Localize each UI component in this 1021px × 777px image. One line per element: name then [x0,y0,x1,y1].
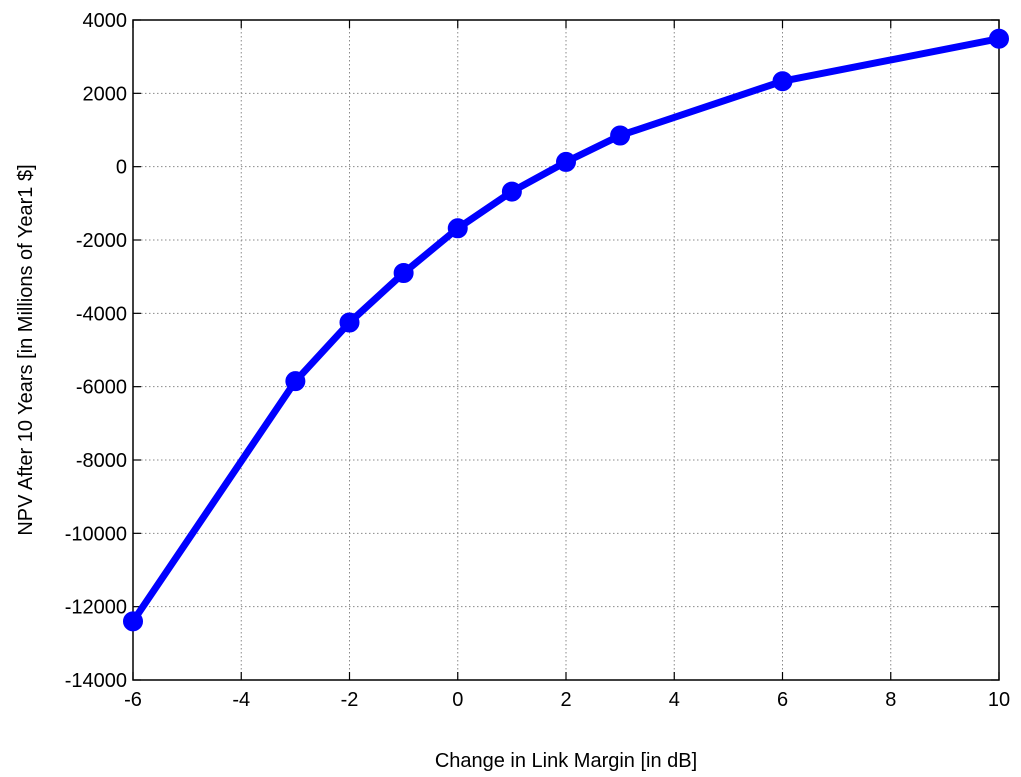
data-point-marker [447,218,468,239]
x-tick-label: 0 [452,689,463,711]
y-tick-label: 2000 [83,83,128,105]
x-tick-label: 10 [988,689,1010,711]
x-tick-labels: -6 -4 -2 0 2 4 6 8 10 [124,689,1010,711]
x-tick-label: -2 [341,689,359,711]
x-tick-label: 6 [777,689,788,711]
y-tick-label: -12000 [65,597,127,619]
x-tick-label: 2 [560,689,571,711]
data-point-marker [393,263,414,283]
y-tick-label: -14000 [65,670,127,692]
x-tick-label: 4 [669,689,680,711]
data-point-marker [610,125,631,146]
y-tick-label: -2000 [76,230,127,252]
series-line [129,35,1003,625]
data-point-marker [123,611,143,632]
y-tick-label: 4000 [83,10,128,32]
data-point-marker [556,151,576,172]
data-point-marker [772,71,793,92]
y-tick-label: -10000 [65,523,127,545]
x-axis-title: Change in Link Margin [in dB] [435,750,697,772]
y-tick-label: -6000 [76,377,127,399]
x-tick-label: 8 [885,689,896,711]
series-layer [123,28,1009,632]
data-point-marker [339,312,360,333]
y-tick-labels: -14000 -12000 -10000 -8000 -6000 -4000 -2000 0 2… [65,10,127,692]
y-axis-title: NPV After 10 Years [in Millions of Year1… [15,164,37,535]
data-point-marker [285,371,306,392]
x-tick-label: -6 [124,689,142,711]
data-point-marker [501,181,522,202]
y-tick-label: 0 [116,157,127,179]
y-tick-label: -4000 [76,303,127,325]
y-tick-label: -8000 [76,450,127,472]
x-tick-label: -4 [232,689,250,711]
data-point-marker [989,28,1009,49]
axis-ticks [132,19,1000,681]
